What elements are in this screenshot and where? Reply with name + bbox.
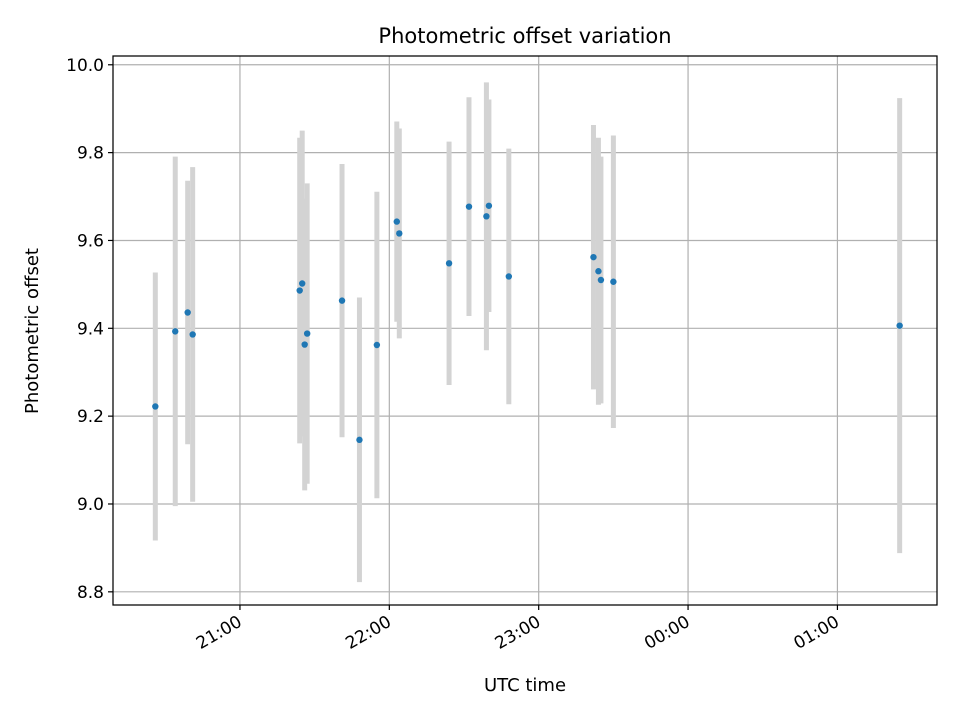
data-points	[152, 202, 903, 444]
data-point	[610, 278, 617, 285]
y-tick-label: 9.8	[77, 144, 104, 164]
data-point	[373, 341, 381, 349]
data-point	[189, 331, 196, 338]
data-point	[338, 297, 346, 304]
y-tick-label: 9.0	[77, 495, 104, 515]
chart-title: Photometric offset variation	[378, 24, 671, 48]
data-point	[597, 276, 605, 284]
data-point	[184, 309, 191, 316]
plot-area-frame	[112, 55, 938, 606]
grid-lines	[113, 56, 937, 605]
y-tick-label: 9.2	[77, 407, 104, 427]
data-point	[595, 268, 602, 275]
data-point	[396, 230, 403, 237]
data-point	[896, 322, 903, 329]
data-point	[393, 218, 400, 225]
data-point	[356, 436, 363, 444]
data-point	[590, 253, 597, 261]
data-point	[465, 203, 473, 210]
y-tick-label: 10.0	[66, 56, 104, 76]
y-axis-ticks: 8.8 9.0 9.2 9.4 9.6 9.8 10.0	[66, 56, 113, 603]
data-point	[152, 403, 159, 410]
y-axis-label: Photometric offset	[22, 248, 43, 414]
y-tick-label: 9.6	[77, 231, 104, 251]
data-point	[301, 341, 308, 348]
data-point	[303, 330, 311, 337]
data-point	[483, 213, 490, 220]
data-point	[172, 328, 179, 335]
data-point	[296, 287, 303, 294]
y-tick-label: 8.8	[77, 583, 104, 603]
x-axis-label: UTC time	[484, 675, 566, 696]
data-point	[298, 280, 306, 287]
y-tick-label: 9.4	[77, 319, 104, 339]
data-point	[485, 202, 493, 209]
data-point	[445, 260, 453, 267]
data-point	[505, 273, 513, 280]
